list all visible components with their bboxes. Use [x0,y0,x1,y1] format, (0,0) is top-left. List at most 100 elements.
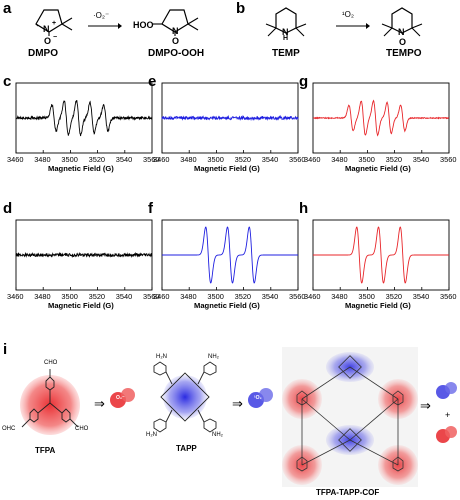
x-tick-label: 3460 [153,155,170,164]
epr-plot-e: 3460 3480 3500 3520 3540 3560 Magnetic Field (… [153,82,305,173]
temp-name: TEMP [272,48,300,59]
epr-series-line [313,226,449,284]
superoxide-reagent: ·O₂⁻ [93,11,110,20]
dmpo-ooh-hoo: HOO [133,20,154,30]
x-tick-label: 3480 [180,292,197,301]
singlet-oxygen-reagent: ¹O₂ [342,10,354,19]
superoxide-spheres [110,388,135,408]
dmpo-ooh-n-atom: N [172,26,179,36]
x-tick-label: 3480 [34,155,51,164]
x-tick-label: 3540 [261,292,279,301]
dmpo-n-plus: + [52,20,57,27]
dmpo-o-atom: O [44,36,52,46]
epr-series-line [161,114,299,122]
tempo-n-atom: N [398,27,405,37]
x-axis-label: Magnetic Field (G) [194,301,260,310]
reaction-arrow-b [336,23,370,29]
panel-label-i: i [3,341,8,358]
epr-plot-g: 3460 3480 3500 3520 3540 3560 Magnetic Field (… [304,82,456,173]
epr-series-line [312,99,450,137]
x-tick-label: 3560 [143,292,160,301]
tempo-structure [381,7,423,37]
panel-label-b: b [236,0,246,17]
tfpa-cho-top: CHO [44,360,58,366]
arrow-tfpa: ⇒ [94,396,105,411]
panel-label-g: g [299,73,309,90]
x-tick-label: 3520 [385,292,403,301]
x-tick-label: 3540 [115,292,133,301]
dmpo-ooh-name: DMPO-OOH [148,48,205,59]
x-tick-label: 3520 [385,155,403,164]
tapp-structure [153,361,217,433]
x-axis-label: Magnetic Field (G) [345,301,411,310]
cof-framework [282,347,418,487]
x-tick-label: 3520 [88,292,106,301]
x-tick-label: 3480 [180,155,197,164]
x-tick-label: 3560 [440,292,457,301]
x-tick-label: 3520 [234,292,252,301]
x-tick-label: 3520 [234,155,252,164]
dmpo-n-atom: N [43,24,50,34]
epr-axes-h [312,219,450,291]
singlet-oxygen-spheres [248,388,273,408]
x-tick-label: 3540 [412,155,430,164]
epr-series-line [15,251,153,259]
panel-label-d: d [3,200,13,217]
tapp-nh2-top-right: NH₂ [208,354,219,360]
tempo-o-atom: O [399,37,407,47]
svg-text:+: + [445,410,450,420]
tempo-name: TEMPO [386,48,422,59]
tapp-name: TAPP [176,444,197,453]
tapp-nh2-top-left: H₂N [156,354,167,360]
x-tick-label: 3560 [289,292,306,301]
epr-plot-c: 3460 3480 3500 3520 3540 3560 Magnetic Field (… [7,82,159,173]
x-axis-label: Magnetic Field (G) [48,301,114,310]
epr-series-line [162,226,298,284]
epr-axes-d [15,219,153,291]
tfpa-cho-right: CHO [75,426,89,432]
x-tick-label: 3460 [7,292,24,301]
x-tick-label: 3540 [261,155,279,164]
arrow-cof: ⇒ [420,398,431,413]
x-tick-label: 3460 [153,292,170,301]
x-tick-label: 3540 [115,155,133,164]
x-tick-label: 3500 [207,155,224,164]
temp-n-atom: N [282,27,289,37]
x-tick-label: 3460 [7,155,24,164]
dmpo-structure [35,9,73,36]
x-tick-label: 3560 [143,155,160,164]
tapp-nh2-bottom-left: H₂N [146,432,157,438]
x-tick-label: 3460 [304,292,321,301]
x-tick-label: 3500 [358,292,375,301]
x-tick-label: 3500 [61,155,78,164]
tapp-nh2-bottom-right: NH₂ [212,432,223,438]
x-tick-label: 3460 [304,155,321,164]
panel-label-e: e [148,73,157,90]
x-tick-label: 3480 [331,292,348,301]
tfpa-structure [20,369,80,435]
epr-axes-f [161,219,299,291]
x-tick-label: 3500 [358,155,375,164]
panel-label-c: c [3,73,12,90]
epr-plot-f: 3460 3480 3500 3520 3540 3560 Magnetic Field (… [153,219,305,310]
x-axis-label: Magnetic Field (G) [48,164,114,173]
x-tick-label: 3560 [289,155,306,164]
epr-plot-d: 3460 3480 3500 3520 3540 3560 Magnetic Field (… [7,219,159,310]
x-axis-label: Magnetic Field (G) [345,164,411,173]
cof-products: + [436,382,457,443]
singlet-oxygen-label: ¹O₂ [254,395,262,401]
x-tick-label: 3520 [88,155,106,164]
arrow-tapp: ⇒ [232,396,243,411]
x-tick-label: 3480 [331,155,348,164]
epr-axes-c [15,82,153,154]
epr-axes-e [161,82,299,154]
reaction-arrow-a [88,23,122,29]
cof-name: TFPA-TAPP-COF [316,488,380,497]
epr-axes-g [312,82,450,154]
panel-label-a: a [3,0,12,17]
x-tick-label: 3560 [440,155,457,164]
superoxide-label: O₂⁻ [116,395,125,401]
epr-series-line [15,100,153,137]
temp-structure [265,7,307,37]
x-tick-label: 3500 [207,292,224,301]
